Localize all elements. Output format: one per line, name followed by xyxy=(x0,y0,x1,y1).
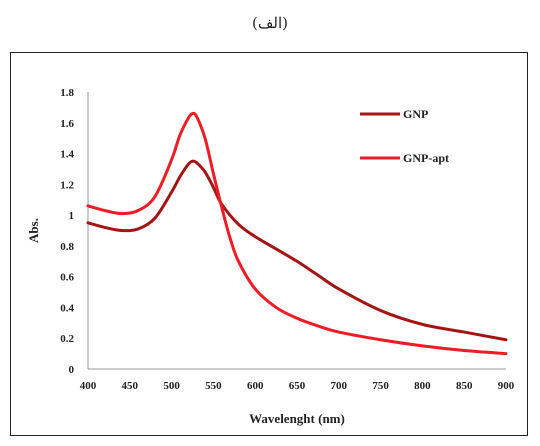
x-tick-label: 500 xyxy=(163,380,180,392)
x-tick-label: 650 xyxy=(289,380,306,392)
x-tick-label: 750 xyxy=(372,380,389,392)
series-line-gnp xyxy=(86,159,508,342)
chart-axes: 0 0.2 0.4 0.6 0.8 1 1.2 1.4 1.6 1.8 400 450 500 550 60… xyxy=(60,87,515,392)
y-tick-label: 0 xyxy=(69,364,75,376)
series-layer xyxy=(86,111,508,356)
figure-caption: (الف) xyxy=(252,14,288,32)
legend-label: GNP xyxy=(403,107,428,121)
y-tick-label: 0.8 xyxy=(60,241,74,253)
legend-label: GNP-apt xyxy=(403,151,449,165)
series-line-gnp-apt xyxy=(86,111,508,356)
y-tick-label: 1.2 xyxy=(60,179,74,191)
y-tick-label: 1 xyxy=(69,210,75,222)
y-tick-label: 0.6 xyxy=(60,272,74,284)
x-tick-label: 800 xyxy=(414,380,431,392)
x-axis-label: Wavelenght (nm) xyxy=(249,411,345,426)
y-tick-label: 1.4 xyxy=(60,149,74,161)
x-tick-label: 850 xyxy=(456,380,473,392)
y-tick-label: 0.2 xyxy=(60,333,74,345)
x-tick-label: 400 xyxy=(80,380,97,392)
legend: GNP GNP-apt xyxy=(360,107,449,165)
y-tick-label: 1.8 xyxy=(60,87,74,99)
x-tick-label: 700 xyxy=(331,380,348,392)
y-axis-label: Abs. xyxy=(26,218,41,243)
x-tick-label: 450 xyxy=(122,380,139,392)
x-tick-label: 550 xyxy=(205,380,222,392)
y-tick-label: 0.4 xyxy=(60,302,74,314)
x-tick-label: 900 xyxy=(498,380,515,392)
chart-frame xyxy=(10,52,528,436)
x-tick-label: 600 xyxy=(247,380,264,392)
y-tick-label: 1.6 xyxy=(60,118,74,130)
